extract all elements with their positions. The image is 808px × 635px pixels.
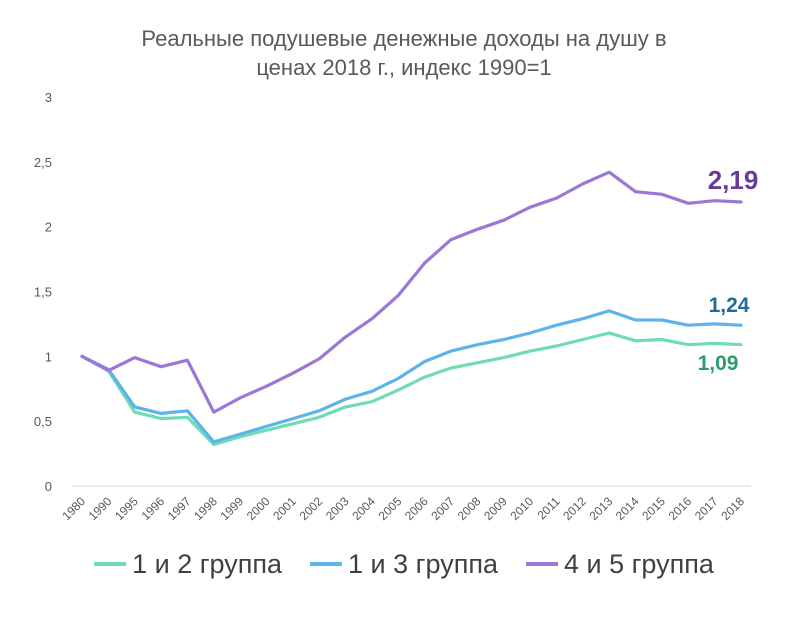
series-line-1	[80, 309, 743, 444]
y-tick-label: 3	[45, 90, 52, 105]
x-tick-label: 1980	[59, 494, 88, 523]
x-tick-label: 1996	[138, 494, 167, 523]
series-line-0	[80, 331, 743, 447]
x-tick-label: 2003	[323, 494, 352, 523]
legend-swatch-1-2	[94, 562, 127, 566]
y-axis: 0 0,5 1 1,5 2 2,5 3	[34, 90, 52, 494]
x-tick-label: 1997	[165, 494, 194, 523]
x-tick-label: 1990	[86, 494, 115, 523]
x-tick-label: 2000	[244, 494, 273, 523]
y-tick-label: 1	[45, 349, 52, 364]
end-label-1: 1,24	[709, 294, 750, 317]
x-axis: 1980199019951996199719981999200020012002…	[59, 494, 747, 523]
legend-item-4-5: 4 и 5 группа	[525, 548, 714, 580]
legend-item-1-2: 1 и 2 группа	[94, 549, 282, 580]
end-label-2: 2,19	[708, 165, 759, 195]
x-tick-label: 2017	[692, 494, 721, 523]
x-tick-label: 1998	[191, 494, 220, 523]
legend-label-1-3: 1 и 3 группа	[348, 548, 498, 579]
x-tick-label: 2010	[507, 494, 536, 523]
x-tick-label: 2006	[402, 494, 431, 523]
x-tick-label: 2004	[349, 494, 378, 523]
x-tick-label: 2012	[560, 494, 589, 523]
y-tick-label: 1,5	[34, 285, 52, 300]
x-tick-label: 2013	[587, 494, 616, 523]
chart-title-line-2: ценах 2018 г., индекс 1990=1	[256, 55, 552, 80]
legend-label-1-2: 1 и 2 группа	[132, 548, 283, 579]
series-line-2	[80, 170, 743, 414]
y-tick-label: 2	[45, 220, 52, 235]
x-tick-label: 2011	[534, 494, 562, 522]
x-tick-label: 2015	[639, 494, 668, 523]
x-tick-label: 2001	[270, 494, 299, 523]
legend-item-1-3: 1 и 3 группа	[310, 549, 498, 580]
legend: 1 и 2 группа 1 и 3 группа 4 и 5 группа	[0, 542, 808, 586]
chart-title: Реальные подушевые денежные доходы на ду…	[0, 24, 808, 82]
y-tick-label: 0,5	[34, 414, 52, 429]
series-layer	[80, 170, 743, 447]
legend-label-4-5: 4 и 5 группа	[563, 548, 714, 579]
x-tick-label: 2009	[481, 494, 510, 523]
y-tick-label: 2,5	[34, 155, 52, 170]
y-tick-label: 0	[45, 479, 52, 494]
x-tick-label: 2007	[428, 494, 457, 523]
chart-title-line-1: Реальные подушевые денежные доходы на ду…	[141, 26, 667, 51]
legend-swatch-4-5	[525, 562, 558, 566]
x-tick-label: 2014	[613, 494, 642, 523]
end-labels: 1,09 1,24 2,19	[698, 165, 759, 375]
legend-swatch-1-3	[310, 562, 343, 566]
end-label-0: 1,09	[698, 352, 739, 375]
x-tick-label: 2016	[666, 494, 695, 523]
x-tick-label: 2002	[297, 494, 326, 523]
x-tick-label: 2005	[376, 494, 405, 523]
x-tick-label: 2018	[718, 494, 747, 523]
x-tick-label: 1995	[112, 494, 141, 523]
x-tick-label: 1999	[217, 494, 246, 523]
x-tick-label: 2008	[455, 494, 484, 523]
